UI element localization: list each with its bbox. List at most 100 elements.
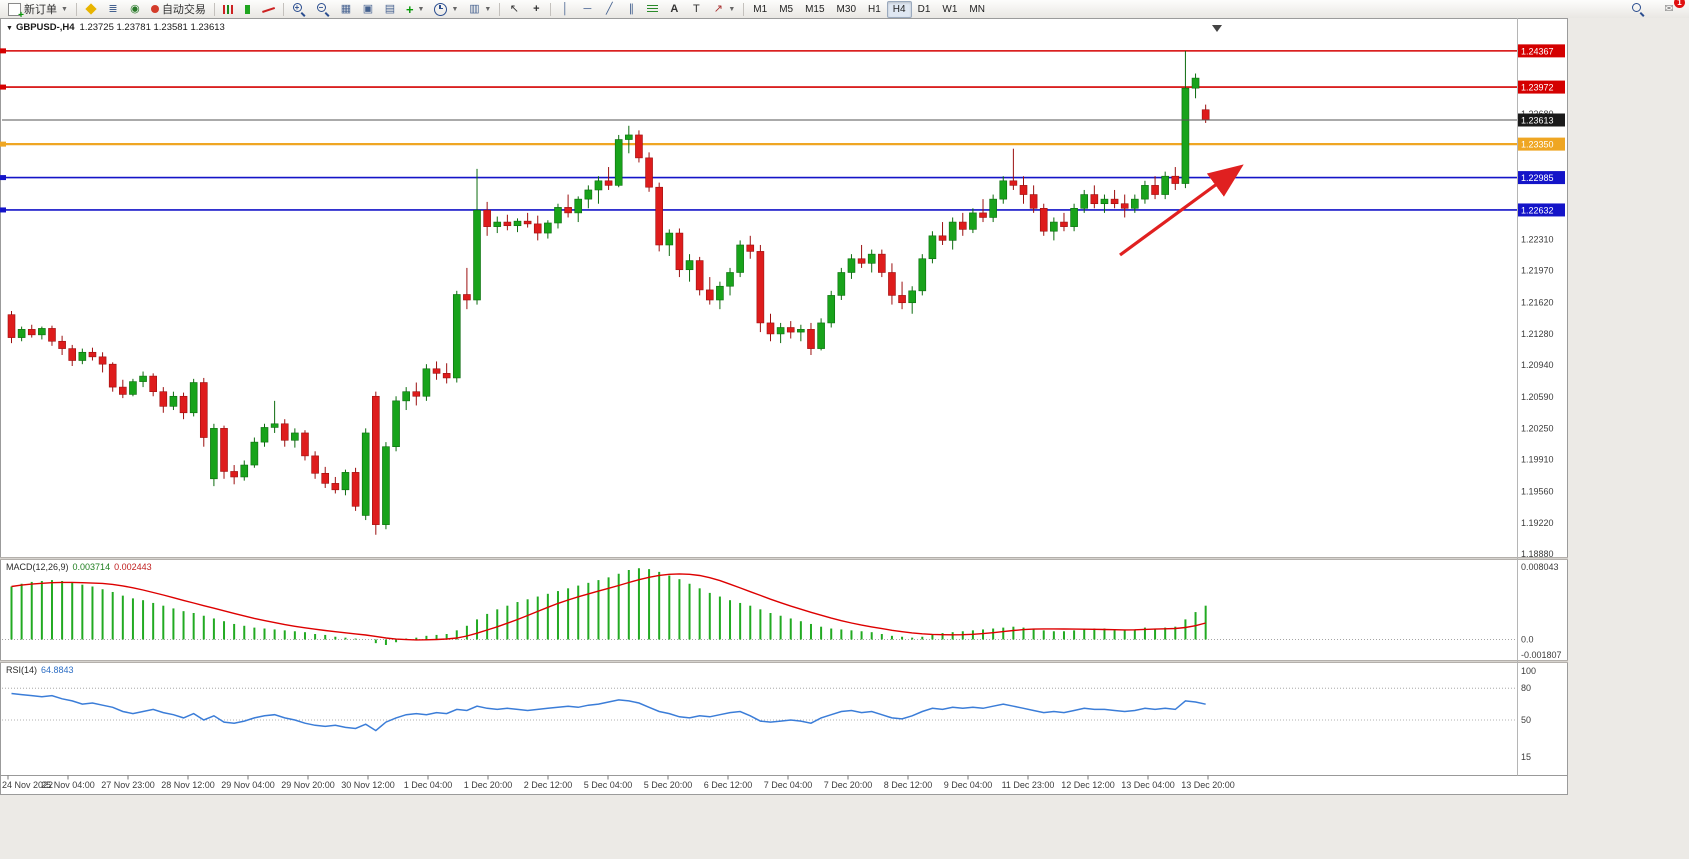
search-button[interactable] <box>1626 0 1650 18</box>
vertical-line-button[interactable]: │ <box>554 0 576 18</box>
cascade-windows-icon: ▣ <box>362 3 374 15</box>
svg-text:-0.001807: -0.001807 <box>1521 650 1562 660</box>
chevron-down-icon: ▼ <box>451 5 459 13</box>
candlestick-chart-button[interactable] <box>238 0 257 18</box>
cascade-windows-button[interactable]: ▣ <box>357 0 379 18</box>
svg-text:1.21280: 1.21280 <box>1521 329 1554 339</box>
rsi-pane-label: RSI(14) 64.8843 <box>4 665 76 675</box>
depth-of-market-button[interactable]: ≣ <box>102 0 124 18</box>
svg-text:29 Nov 04:00: 29 Nov 04:00 <box>221 780 275 790</box>
new-order-icon <box>8 2 24 21</box>
svg-text:100: 100 <box>1521 666 1536 676</box>
line-chart-button[interactable] <box>257 0 280 18</box>
svg-text:2 Dec 12:00: 2 Dec 12:00 <box>524 780 573 790</box>
bar-chart-button[interactable] <box>218 0 238 18</box>
periods-button[interactable]: ▼ <box>429 0 463 18</box>
svg-text:7 Dec 20:00: 7 Dec 20:00 <box>824 780 873 790</box>
text-icon: A <box>670 3 679 15</box>
svg-text:27 Nov 23:00: 27 Nov 23:00 <box>101 780 155 790</box>
channel-button[interactable]: ∥ <box>620 0 642 18</box>
toolbar-separator <box>282 2 284 16</box>
candles <box>7 50 1210 535</box>
cursor-button[interactable]: ↖ <box>503 0 525 18</box>
svg-text:1.22985: 1.22985 <box>1521 173 1554 183</box>
sound-icon: ◉ <box>130 3 140 15</box>
svg-text:1.19910: 1.19910 <box>1521 455 1554 465</box>
community-button[interactable] <box>80 0 102 18</box>
trendline-button[interactable]: ╱ <box>598 0 620 18</box>
toolbar-separator <box>499 2 501 16</box>
text-button[interactable]: A <box>663 0 685 18</box>
fibonacci-icon <box>647 4 659 14</box>
svg-text:7 Dec 04:00: 7 Dec 04:00 <box>764 780 813 790</box>
crosshair-button[interactable]: + <box>525 0 547 18</box>
gbpusd-h4-chart[interactable]: 1.236801.233401.223101.219701.216201.212… <box>0 18 1568 795</box>
text-label-icon: T <box>692 3 700 15</box>
timeframe-d1[interactable]: D1 <box>917 3 931 15</box>
trend-arrow-annotation[interactable] <box>1119 164 1244 257</box>
templates-button[interactable]: ▥ ▼ <box>463 0 496 18</box>
template-icon: ▥ <box>469 3 480 15</box>
macd-indicator-name: MACD(12,26,9) <box>6 562 69 572</box>
indicators-button[interactable]: + ▼ <box>401 0 430 18</box>
chart-window-gbpusd-h4[interactable]: 1.236801.233401.223101.219701.216201.212… <box>0 18 1568 795</box>
timeframe-h1[interactable]: H1 <box>868 3 881 15</box>
timeframe-w1[interactable]: W1 <box>942 3 958 15</box>
level-lines[interactable] <box>0 48 1517 213</box>
dom-icon: ≣ <box>108 3 118 15</box>
timeframe-m15[interactable]: M15 <box>805 3 825 15</box>
notifications-button[interactable]: ✉ 1 <box>1658 0 1685 18</box>
timeframe-h4[interactable]: H4 <box>886 0 912 18</box>
fibonacci-button[interactable] <box>642 0 663 18</box>
zoom-in-button[interactable]: + <box>287 0 311 18</box>
svg-text:1 Dec 04:00: 1 Dec 04:00 <box>404 780 453 790</box>
svg-text:6 Dec 12:00: 6 Dec 12:00 <box>704 780 753 790</box>
svg-text:12 Dec 12:00: 12 Dec 12:00 <box>1061 780 1115 790</box>
price-label-boxes[interactable]: 1.24367 1.23972 1.23350 1.22985 1.22632 1.236… <box>1518 44 1565 217</box>
svg-text:15: 15 <box>1521 752 1531 762</box>
timeframe-mn[interactable]: MN <box>969 3 985 15</box>
macd-pane: 0.008043 0.0 -0.001807 <box>2 562 1562 660</box>
svg-text:9 Dec 04:00: 9 Dec 04:00 <box>944 780 993 790</box>
text-label-button[interactable]: T <box>685 0 707 18</box>
svg-text:0.0: 0.0 <box>1521 634 1534 644</box>
arrange-charts-button[interactable]: ▤ <box>379 0 401 18</box>
arrange-charts-icon: ▤ <box>384 3 396 15</box>
timeframe-m1[interactable]: M1 <box>753 3 768 15</box>
zoom-in-icon: + <box>292 2 306 16</box>
svg-text:1.23350: 1.23350 <box>1521 140 1554 150</box>
search-icon <box>1631 2 1645 16</box>
vertical-line-icon: │ <box>561 3 569 15</box>
svg-text:1.21620: 1.21620 <box>1521 298 1554 308</box>
tile-windows-button[interactable]: ▦ <box>335 0 357 18</box>
sounds-button[interactable]: ◉ <box>124 0 146 18</box>
svg-text:1.19560: 1.19560 <box>1521 487 1554 497</box>
timeframe-m30[interactable]: M30 <box>836 3 856 15</box>
svg-text:11 Dec 23:00: 11 Dec 23:00 <box>1002 780 1055 790</box>
horizontal-line-button[interactable]: ─ <box>576 0 598 18</box>
svg-text:0.008043: 0.008043 <box>1521 562 1559 572</box>
svg-text:1.24367: 1.24367 <box>1521 46 1554 56</box>
timeframe-m5[interactable]: M5 <box>779 3 794 15</box>
chart-shift-marker[interactable] <box>1212 25 1222 32</box>
chevron-down-icon: ▼ <box>61 5 68 13</box>
toolbar-separator <box>550 2 552 16</box>
new-order-button[interactable]: 新订单 ▼ <box>3 0 73 21</box>
zoom-out-button[interactable]: − <box>311 0 335 18</box>
rsi-pane: 100 80 50 15 <box>2 666 1536 762</box>
line-chart-icon <box>262 5 275 14</box>
macd-signal-value: 0.002443 <box>114 562 152 572</box>
channel-icon: ∥ <box>628 3 635 15</box>
svg-text:24 Nov 2022: 24 Nov 2022 <box>2 780 53 790</box>
macd-main-value: 0.003714 <box>72 562 111 572</box>
svg-text:5 Dec 04:00: 5 Dec 04:00 <box>584 780 633 790</box>
cursor-icon: ↖ <box>509 3 519 15</box>
svg-text:1.20250: 1.20250 <box>1521 423 1554 433</box>
chevron-down-icon: ▼ <box>417 5 425 13</box>
mail-icon: ✉ <box>1664 3 1674 15</box>
svg-text:5 Dec 20:00: 5 Dec 20:00 <box>644 780 693 790</box>
main-toolbar: 新订单 ▼ ≣ ◉ 自动交易 + − ▦ ▣ ▤ +▼ ▼ ▥▼ ↖ + │ ─… <box>0 0 1689 21</box>
arrows-tool-button[interactable]: ↗ ▼ <box>707 0 740 18</box>
auto-trading-button[interactable]: 自动交易 <box>146 0 211 18</box>
